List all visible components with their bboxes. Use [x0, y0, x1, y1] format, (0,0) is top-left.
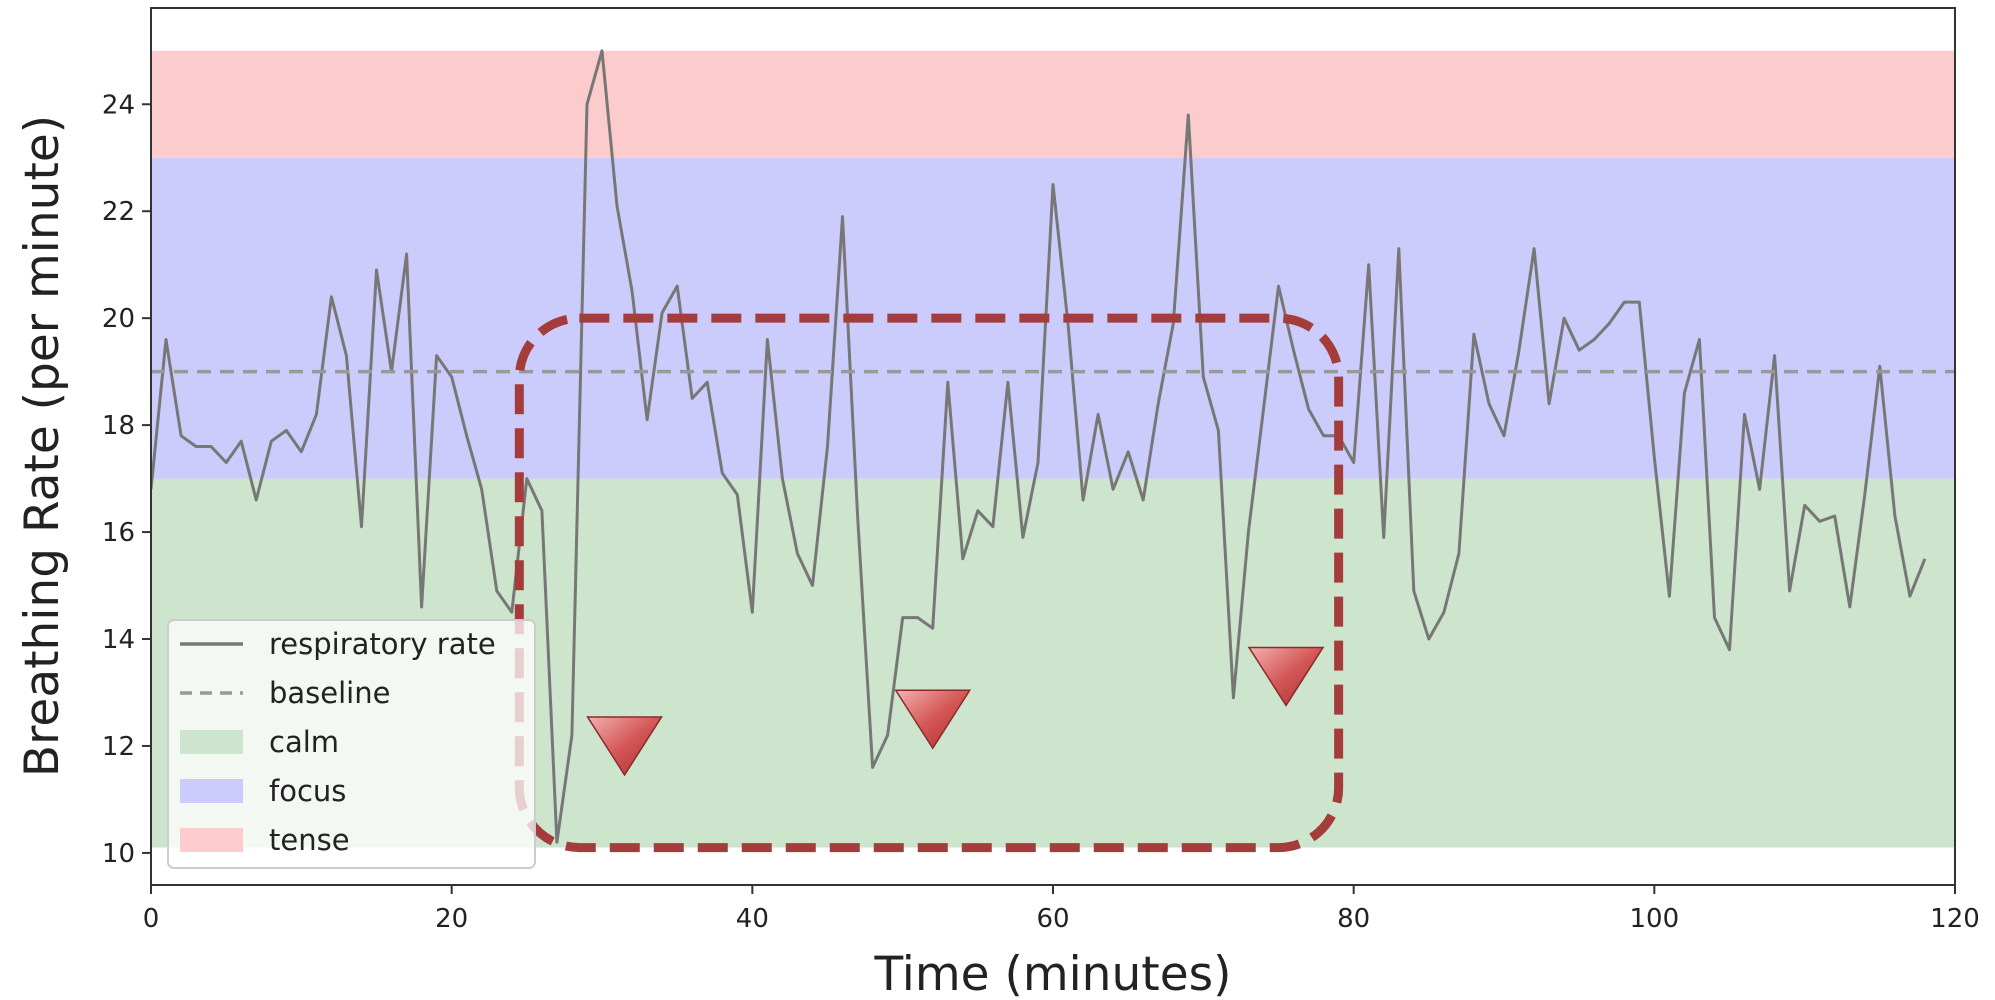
ticks-layer: 0 20 40 60 80 100 120 10 12 14 16 18 20 22 24 [102, 90, 1980, 934]
x-tick-label: 40 [736, 904, 769, 934]
bands-layer [151, 50, 1955, 848]
y-tick-label: 10 [102, 839, 135, 869]
respiratory-rate-line [151, 49, 1927, 844]
marker-triangle-3 [1247, 646, 1325, 707]
x-tick-label: 20 [435, 904, 468, 934]
y-tick-label: 20 [102, 304, 135, 334]
lines-layer [151, 49, 1955, 844]
legend-label-calm: calm [269, 725, 339, 759]
x-tick-label: 100 [1630, 904, 1680, 934]
legend-label-tense: tense [269, 823, 350, 857]
x-axis-title: Time (minutes) [874, 947, 1232, 1000]
legend: respiratory rate baseline calm focus tense [167, 619, 536, 869]
y-tick-label: 22 [102, 197, 135, 227]
legend-swatch-tense [180, 828, 243, 852]
x-tick-label: 80 [1337, 904, 1370, 934]
legend-box [167, 619, 536, 869]
annotation-layer [514, 313, 1344, 853]
x-tick-label: 120 [1930, 904, 1980, 934]
legend-label-baseline: baseline [269, 676, 390, 710]
marker-triangle-2 [894, 689, 972, 750]
x-tick-label: 60 [1036, 904, 1069, 934]
y-tick-label: 18 [102, 411, 135, 441]
y-tick-label: 12 [102, 732, 135, 762]
legend-label-focus: focus [269, 774, 346, 808]
highlight-box [514, 313, 1344, 853]
y-tick-label: 14 [102, 625, 135, 655]
x-tick-label: 0 [143, 904, 160, 934]
band-tense [151, 50, 1955, 158]
y-tick-label: 24 [102, 90, 135, 120]
legend-label-respiratory-rate: respiratory rate [269, 627, 496, 661]
marker-triangle-1 [586, 716, 663, 777]
legend-swatch-calm [180, 730, 243, 754]
y-tick-label: 16 [102, 518, 135, 548]
legend-swatch-focus [180, 779, 243, 803]
y-axis-title: Breathing Rate (per minute) [15, 115, 70, 777]
